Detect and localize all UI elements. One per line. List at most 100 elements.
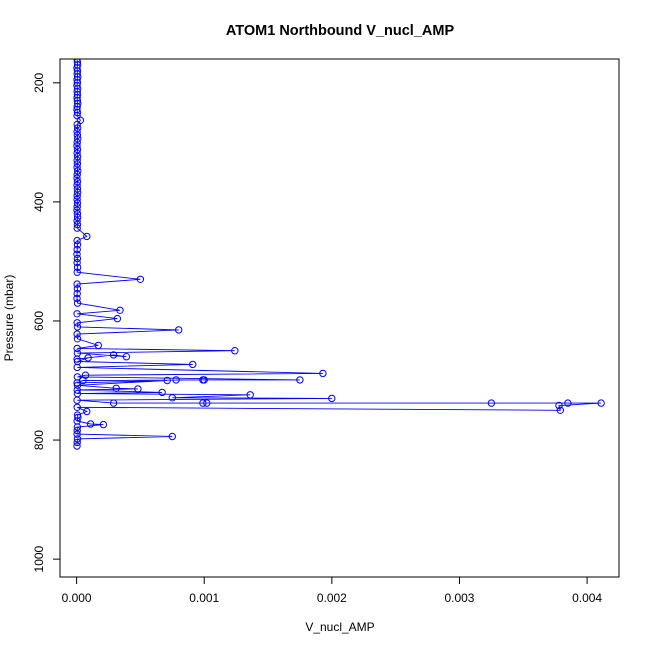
data-point [73,142,81,150]
data-point [116,306,124,314]
data-point [136,275,145,283]
x-axis: 0.000 0.001 0.002 0.003 0.004 [62,576,602,605]
data-point [73,178,82,186]
data-point [73,423,82,431]
data-point [73,181,81,189]
data-point [73,120,81,129]
data-point [73,206,81,214]
data-point [168,394,177,402]
data-point [73,163,81,172]
data-point [487,399,496,407]
data-point [163,376,171,385]
data-point [73,250,81,259]
data-point [246,391,254,399]
data-point [73,192,81,200]
data-point [73,138,81,147]
data-point [99,420,108,429]
x-tick-label: 0.000 [62,591,92,605]
data-point [73,285,82,293]
y-tick-label: 800 [32,430,46,450]
data-point [73,289,81,298]
data-point [113,314,122,323]
data-point [73,236,81,245]
data-point [109,351,118,359]
data-point [231,347,239,355]
x-tick-label: 0.002 [317,591,347,605]
data-point [328,394,336,403]
data-point [73,199,82,207]
data-point [597,399,605,407]
data-point [73,435,82,443]
data-point [73,149,81,157]
data-point [203,399,211,407]
data-point [73,363,81,372]
x-tick-label: 0.001 [189,591,219,605]
data-point [555,401,563,410]
data-point [73,174,81,182]
data-point [73,299,82,307]
data-point [73,335,82,343]
chart-title: ATOM1 Northbound V_nucl_AMP [226,23,455,39]
y-tick-label: 600 [32,311,46,331]
data-point [73,386,81,394]
data-point [73,268,81,276]
data-point [122,353,131,361]
data-point [73,213,82,222]
data-point [94,341,103,350]
plot-frame [59,58,620,578]
data-point [73,381,82,389]
data-point [74,413,82,422]
data-point [84,354,92,362]
data-point [86,420,95,428]
series-line [76,59,602,447]
y-tick-label: 1000 [32,545,46,572]
data-point [73,258,81,267]
data-point [73,124,82,132]
data-point [73,108,82,117]
data-point [200,376,208,384]
data-point [73,323,82,331]
data-point [199,399,207,407]
data-point [73,224,81,232]
data-point [319,369,327,378]
data-point [73,442,81,450]
data-point [73,210,82,218]
data-point [296,376,304,384]
data-point [73,330,81,338]
data-point [73,426,81,435]
data-point [73,188,82,197]
data-point [73,217,81,225]
data-point [73,152,82,161]
data-point [73,127,81,136]
x-tick-label: 0.004 [572,591,602,605]
data-point [112,384,120,392]
data-point [564,399,572,407]
data-point [74,135,82,143]
data-point [168,432,177,441]
data-point [556,406,564,414]
data-point [83,232,91,241]
data-point [73,195,81,204]
data-point [73,245,81,254]
data-point [158,388,166,397]
y-tick-label: 200 [32,72,46,92]
data-point [73,263,82,272]
data-point [73,294,81,303]
data-point [73,430,81,438]
data-point [73,156,81,164]
data-point [73,438,81,447]
data-point [83,407,91,416]
data-point [73,310,81,318]
y-axis-label: Pressure (mbar) [2,275,16,362]
data-series [73,59,605,450]
data-point [73,131,82,139]
x-axis-label: V_nucl_AMP [305,620,374,634]
data-point [73,160,82,168]
data-point [73,319,81,327]
data-point [73,241,82,249]
data-point [73,170,81,179]
data-point [73,220,82,229]
y-tick-label: 400 [32,192,46,212]
data-point [109,399,118,407]
